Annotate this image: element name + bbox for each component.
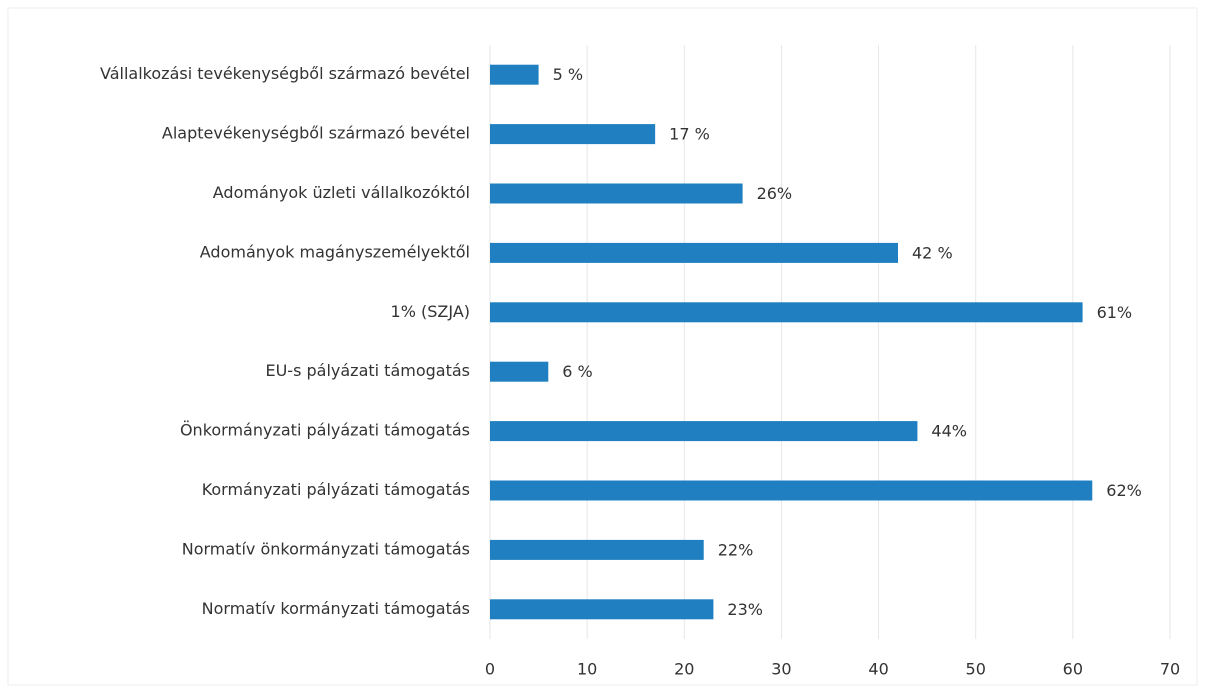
bar xyxy=(490,361,549,382)
y-tick-label: Adományok magányszemélyektől xyxy=(200,242,470,261)
value-label: 22% xyxy=(718,540,754,559)
bar xyxy=(490,421,918,442)
bar xyxy=(490,124,656,145)
bar xyxy=(490,183,743,204)
y-tick-label: Önkormányzati pályázati támogatás xyxy=(180,421,470,440)
y-tick-label: Normatív kormányzati támogatás xyxy=(202,599,470,618)
y-tick-label: Alaptevékenységből származó bevétel xyxy=(162,124,470,143)
x-tick-label: 50 xyxy=(966,660,986,679)
bar xyxy=(490,480,1093,501)
value-label: 17 % xyxy=(669,125,710,144)
x-tick-label: 70 xyxy=(1160,660,1180,679)
bar xyxy=(490,64,539,85)
y-tick-label: 1% (SZJA) xyxy=(391,302,470,321)
x-tick-label: 30 xyxy=(771,660,791,679)
value-label: 23% xyxy=(727,600,763,619)
value-label: 61% xyxy=(1097,303,1133,322)
bar xyxy=(490,539,704,560)
value-label: 26% xyxy=(757,184,793,203)
y-tick-label: Normatív önkormányzati támogatás xyxy=(182,539,470,558)
x-tick-label: 20 xyxy=(674,660,694,679)
value-label: 5 % xyxy=(553,65,583,84)
y-tick-label: Vállalkozási tevékenységből származó bev… xyxy=(100,64,470,83)
y-tick-label: Kormányzati pályázati támogatás xyxy=(202,480,470,499)
y-tick-label: EU-s pályázati támogatás xyxy=(265,361,470,380)
x-tick-label: 60 xyxy=(1063,660,1083,679)
bar xyxy=(490,599,714,620)
value-label: 6 % xyxy=(562,362,592,381)
chart-frame xyxy=(7,7,1198,686)
y-tick-label: Adományok üzleti vállalkozóktól xyxy=(213,183,470,202)
value-label: 44% xyxy=(931,422,967,441)
bar xyxy=(490,302,1083,323)
value-label: 42 % xyxy=(912,243,953,262)
x-tick-label: 0 xyxy=(485,660,495,679)
x-tick-label: 10 xyxy=(577,660,597,679)
value-label: 62% xyxy=(1106,481,1142,500)
x-tick-label: 40 xyxy=(868,660,888,679)
bar xyxy=(490,242,898,263)
